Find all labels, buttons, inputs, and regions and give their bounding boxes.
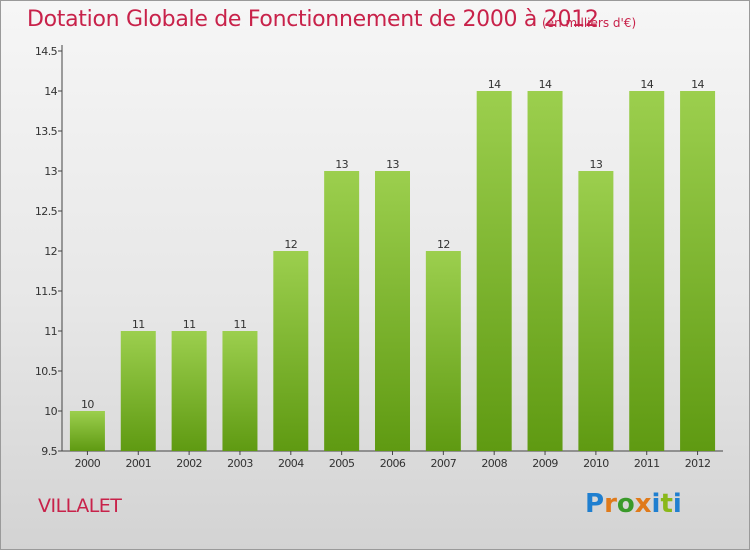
logo-letter: i [672,489,682,519]
bar [324,171,360,451]
y-tick-label: 12.5 [35,205,58,218]
bar [578,171,614,451]
x-tick-label: 2001 [125,457,151,470]
logo-letter: i [651,489,661,519]
data-label: 12 [284,238,297,251]
x-tick-label: 2009 [532,457,558,470]
data-label: 10 [81,398,94,411]
data-label: 12 [437,238,450,251]
bar [680,91,716,451]
y-tick-label: 11.5 [35,285,58,298]
bar [120,331,156,451]
logo-letter: P [585,489,605,519]
bar [425,251,461,451]
logo-letter: t [660,489,673,519]
logo-letter: o [616,489,635,519]
y-tick-label: 13 [44,165,57,178]
y-tick-label: 10.5 [35,365,58,378]
y-tick-label: 11 [44,325,57,338]
x-tick-label: 2010 [583,457,609,470]
x-tick-label: 2004 [278,457,304,470]
x-tick-label: 2005 [329,457,355,470]
data-label: 13 [589,158,602,171]
logo-letter: r [604,489,617,519]
x-tick-label: 2000 [75,457,101,470]
y-tick-label: 12 [44,245,57,258]
data-label: 11 [183,318,196,331]
x-tick-label: 2008 [481,457,507,470]
bar [527,91,563,451]
logo-letter: x [634,489,652,519]
data-label: 14 [488,78,501,91]
x-tick-label: 2012 [685,457,711,470]
x-tick-label: 2006 [380,457,406,470]
chart-title: Dotation Globale de Fonctionnement de 20… [27,7,599,32]
data-label: 14 [539,78,552,91]
data-label: 11 [234,318,247,331]
data-label: 13 [386,158,399,171]
proxiti-logo[interactable]: Proxiti [585,489,682,519]
bar [222,331,258,451]
x-tick-label: 2011 [634,457,660,470]
bar [171,331,207,451]
y-tick-label: 10 [44,405,57,418]
data-label: 11 [132,318,145,331]
y-tick-label: 13.5 [35,125,58,138]
chart-subtitle: (en milliers d'€) [542,16,637,30]
y-tick-label: 9.5 [41,445,57,458]
bar [375,171,410,451]
data-label: 14 [640,78,653,91]
bar [629,91,665,451]
x-tick-label: 2003 [227,457,253,470]
data-label: 13 [335,158,348,171]
bar [273,251,309,451]
place-name: VILLALET [38,495,122,517]
y-tick-label: 14 [44,85,57,98]
bar [476,91,512,451]
y-tick-label: 14.5 [35,45,58,58]
x-tick-label: 2007 [431,457,457,470]
data-label: 14 [691,78,704,91]
x-tick-label: 2002 [176,457,202,470]
bar [69,411,105,451]
